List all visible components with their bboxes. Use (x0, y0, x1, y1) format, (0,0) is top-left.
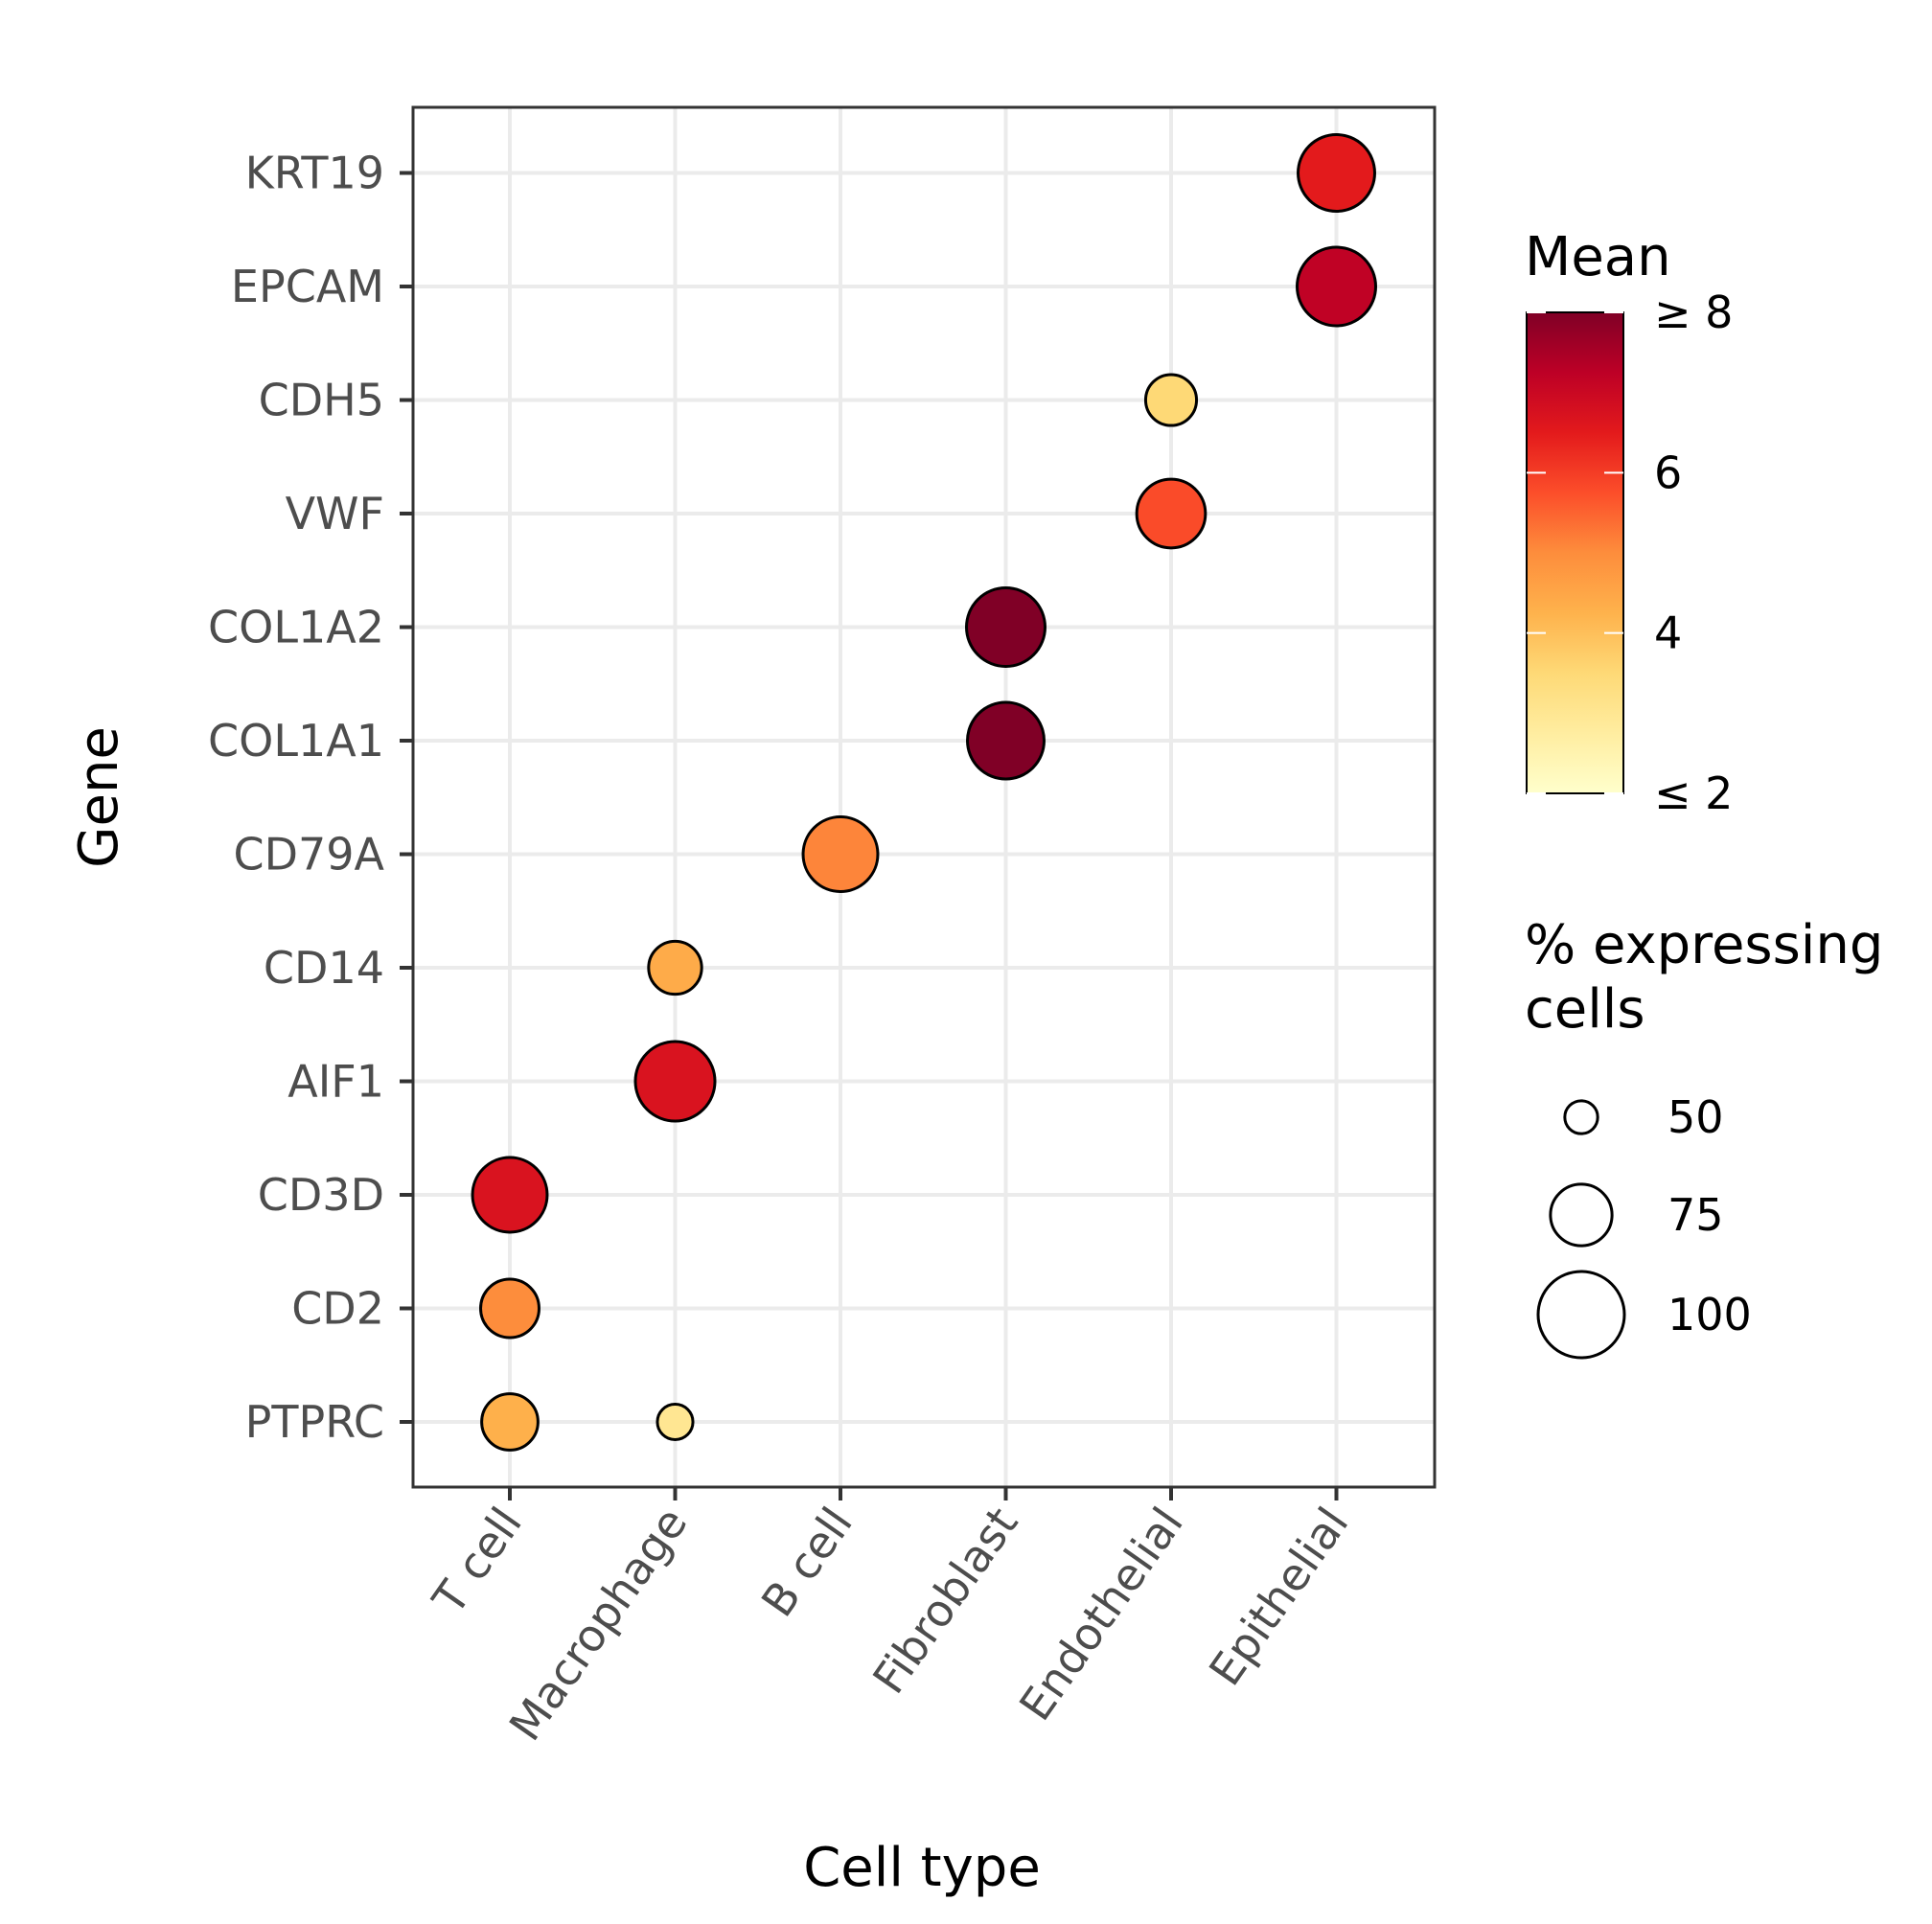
colorbar-tick-label: 6 (1654, 447, 1682, 498)
y-tick-label: COL1A1 (208, 715, 384, 767)
plot-panel-border (411, 105, 1437, 1489)
y-tick-label: EPCAM (231, 261, 384, 312)
colorbar (1526, 311, 1624, 794)
y-tick-label: AIF1 (288, 1056, 384, 1108)
y-tick-label: COL1A2 (208, 602, 384, 653)
y-tick-label: PTPRC (245, 1396, 384, 1448)
dot-krt19-epithelial (1297, 133, 1376, 213)
dot-cdh5-endothelial (1143, 373, 1199, 427)
x-tick-label: T cell (422, 1498, 532, 1624)
dot-cd2-t-cell (479, 1277, 540, 1340)
colorbar-tick-label: 4 (1654, 607, 1682, 659)
colorbar-ticks: ≥ 8 6 4 ≤ 2 (1527, 286, 1733, 819)
dot-aif1-macrophage (633, 1040, 717, 1123)
y-tick-label: CD79A (233, 829, 384, 881)
x-tick-label: Macrophage (499, 1498, 698, 1750)
size-legend-label: 75 (1668, 1189, 1724, 1241)
color-legend-title: Mean (1525, 226, 1671, 288)
size-legend-circle (1563, 1099, 1599, 1135)
y-tick-label: VWF (286, 488, 384, 539)
size-legend-circle (1549, 1182, 1614, 1248)
dot-ptprc-t-cell (480, 1392, 540, 1452)
dot-cd14-macrophage (647, 939, 703, 996)
colorbar-tick-label: ≤ 2 (1654, 767, 1733, 819)
size-legend-title-line2: cells (1525, 978, 1645, 1041)
y-tick-label: CD2 (291, 1283, 384, 1335)
dot-cd79a-b-cell (801, 815, 880, 893)
dot-col1a2-fibroblast (965, 586, 1046, 668)
y-axis-title: Gene (68, 726, 130, 868)
size-legend-items: 50 75 100 (1536, 1091, 1752, 1360)
x-tick-label: Fibroblast (862, 1498, 1027, 1703)
size-legend-title: % expressing (1525, 914, 1883, 976)
x-axis-title: Cell type (803, 1837, 1041, 1899)
size-legend-label: 50 (1668, 1091, 1724, 1143)
data-points (471, 133, 1377, 1452)
x-tick-label: B cell (751, 1498, 862, 1626)
grid-lines (413, 107, 1435, 1487)
y-tick-label: KRT19 (245, 148, 384, 199)
color-legend: Mean ≥ 8 6 4 ≤ 2 (1525, 226, 1733, 819)
y-tick-label: CD3D (258, 1169, 384, 1221)
dot-col1a1-fibroblast (966, 700, 1046, 781)
size-legend-label: 100 (1668, 1289, 1752, 1340)
x-tick-label: Epithelial (1199, 1498, 1358, 1695)
size-legend: % expressing cells 50 75 100 (1525, 914, 1883, 1360)
y-tick-label: CDH5 (259, 375, 384, 426)
x-tick-label: Endothelial (1009, 1498, 1193, 1729)
dot-ptprc-macrophage (656, 1402, 695, 1442)
dot-epcam-epithelial (1296, 245, 1377, 328)
dot-cd3d-t-cell (471, 1156, 549, 1234)
y-tick-label: CD14 (264, 942, 384, 994)
size-legend-circle (1536, 1270, 1626, 1360)
colorbar-tick-label: ≥ 8 (1654, 286, 1733, 338)
dot-vwf-endothelial (1135, 477, 1208, 550)
y-axis: PTPRC CD2 CD3D AIF1 CD14 CD79A COL1A1 COL1A2 VWF… (208, 148, 413, 1448)
